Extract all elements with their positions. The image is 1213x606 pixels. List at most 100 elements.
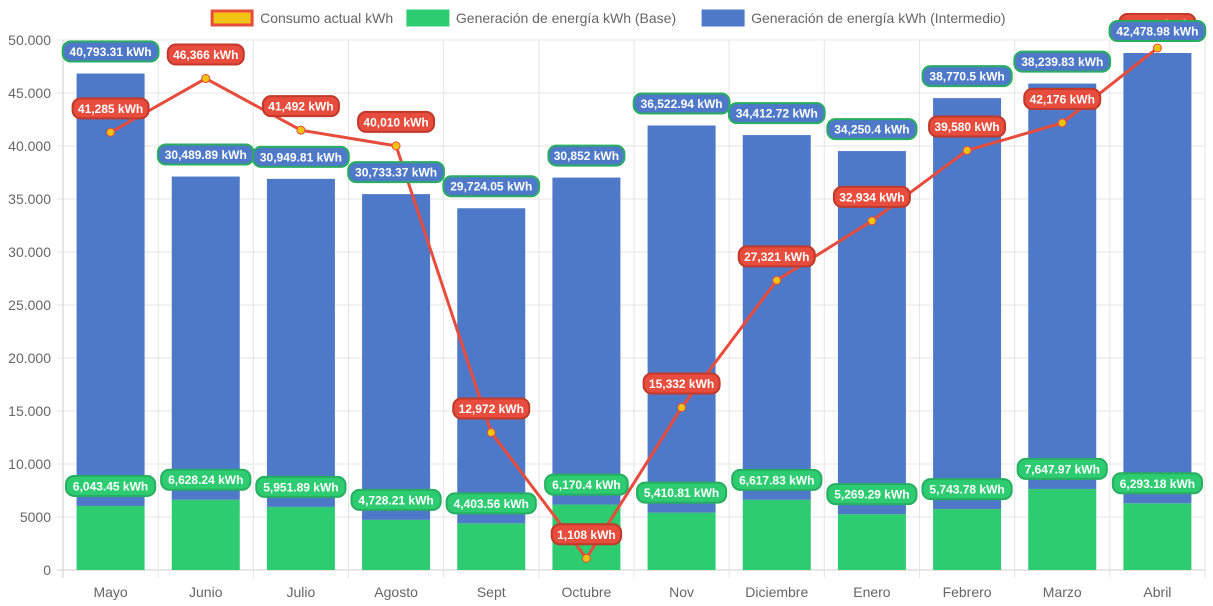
bar-intermedio[interactable] — [837, 151, 906, 515]
bar-base[interactable] — [76, 505, 145, 570]
label-base-text: 5,743.78 kWh — [929, 483, 1004, 497]
label-consumo-text: 39,580 kWh — [934, 120, 999, 134]
label-consumo-bg — [71, 97, 150, 120]
label-consumo-bg — [832, 185, 911, 208]
label-consumo-bg — [928, 115, 1007, 138]
data-labels: 6,043.45 kWh 6,628.24 kWh 5,951.89 kWh 4,72… — [61, 13, 1207, 546]
bar-intermedio[interactable] — [266, 178, 335, 507]
label-base: 5,410.81 kWh — [635, 481, 728, 504]
consumo-point[interactable] — [106, 127, 116, 137]
x-tick-label: Marzo — [1043, 584, 1082, 600]
label-base-bg — [731, 468, 823, 491]
label-intermedio-bg — [547, 144, 626, 167]
label-intermedio-text: 42,478.98 kWh — [1116, 25, 1198, 39]
grid: 0 5000 10.000 15.000 20.000 25.000 30.000 35.00… — [8, 32, 1206, 600]
bar-base[interactable] — [1123, 503, 1192, 570]
legend-label: Generación de energía kWh (Intermedio) — [751, 10, 1005, 26]
label-base-bg — [921, 478, 1013, 501]
consumo-point[interactable] — [1152, 43, 1162, 53]
label-consumo-bg — [261, 95, 340, 118]
x-tick-label: Julio — [287, 584, 316, 600]
label-base: 6,617.83 kWh — [731, 468, 823, 491]
label-consumo-bg — [357, 110, 436, 133]
consumo-point[interactable] — [772, 275, 782, 285]
label-intermedio-text: 30,949.81 kWh — [260, 150, 342, 164]
label-base: 5,743.78 kWh — [921, 478, 1013, 501]
consumo-point[interactable] — [296, 125, 306, 135]
label-intermedio-text: 40,793.31 kWh — [70, 45, 152, 59]
bar-intermedio[interactable] — [171, 176, 240, 500]
label-consumo-text: 1,108 kWh — [557, 528, 616, 542]
label-base-text: 6,293.18 kWh — [1120, 477, 1195, 491]
label-base-bg — [160, 468, 252, 491]
label-consumo-bg — [452, 397, 531, 420]
label-consumo: 15,332 kWh — [642, 372, 721, 395]
bar-intermedio[interactable] — [742, 135, 811, 500]
label-base: 6,043.45 kWh — [64, 474, 157, 497]
consumo-line — [109, 46, 1159, 561]
consumo-point[interactable] — [486, 427, 496, 437]
consumo-point[interactable] — [201, 74, 211, 84]
legend-item[interactable]: Generación de energía kWh (Base) — [406, 9, 676, 27]
label-base-text: 6,170.4 kWh — [552, 478, 621, 492]
label-consumo-text: 41,285 kWh — [78, 102, 143, 116]
y-tick-label: 50.000 — [8, 32, 51, 48]
label-intermedio-text: 38,239.83 kWh — [1021, 55, 1103, 69]
label-intermedio: 30,489.89 kWh — [156, 143, 255, 166]
consumo-point[interactable] — [867, 216, 877, 226]
y-tick-label: 10.000 — [8, 456, 51, 472]
bar-intermedio[interactable] — [1028, 83, 1097, 489]
bar-base[interactable] — [266, 506, 335, 570]
label-intermedio-bg — [252, 145, 350, 168]
legend-swatch — [210, 9, 254, 27]
bar-intermedio[interactable] — [76, 73, 145, 506]
label-intermedio-bg — [921, 65, 1013, 88]
consumo-point[interactable] — [962, 145, 972, 155]
consumo-point[interactable] — [391, 141, 401, 151]
consumo-point[interactable] — [1057, 118, 1067, 128]
bar-base[interactable] — [647, 512, 716, 570]
label-consumo-bg — [166, 43, 245, 66]
bar-intermedio[interactable] — [552, 177, 621, 505]
label-consumo-text: 15,332 kWh — [649, 377, 714, 391]
label-consumo: 27,321 kWh — [737, 245, 816, 268]
y-tick-label: 15.000 — [8, 403, 51, 419]
bar-base[interactable] — [457, 523, 526, 570]
label-intermedio: 36,522.94 kWh — [632, 92, 731, 115]
bar-base[interactable] — [742, 499, 811, 570]
bar-base[interactable] — [362, 519, 431, 570]
bar-base[interactable] — [1028, 488, 1097, 570]
label-base-text: 5,269.29 kWh — [834, 488, 909, 502]
label-base-text: 5,410.81 kWh — [644, 486, 719, 500]
label-base: 4,728.21 kWh — [350, 488, 442, 511]
label-base: 6,293.18 kWh — [1111, 472, 1204, 495]
label-intermedio: 38,770.5 kWh — [921, 65, 1013, 88]
label-base-bg — [64, 474, 157, 497]
label-intermedio: 30,733.37 kWh — [347, 161, 445, 184]
bar-intermedio[interactable] — [933, 98, 1002, 510]
label-base-bg — [1111, 472, 1204, 495]
x-tick-label: Junio — [189, 584, 223, 600]
bar-base[interactable] — [933, 509, 1002, 570]
legend-item[interactable]: Consumo actual kWh — [210, 9, 393, 27]
bar-intermedio[interactable] — [457, 208, 526, 524]
bar-intermedio[interactable] — [362, 194, 431, 520]
label-consumo-text: 41,492 kWh — [268, 100, 333, 114]
label-intermedio-bg — [347, 161, 445, 184]
label-consumo-text: 40,010 kWh — [363, 115, 428, 129]
consumo-point[interactable] — [581, 553, 591, 563]
bar-base[interactable] — [171, 499, 240, 570]
bar-intermedio[interactable] — [647, 125, 716, 513]
label-intermedio-text: 34,412.72 kWh — [736, 107, 818, 121]
legend-item[interactable]: Generación de energía kWh (Intermedio) — [701, 9, 1006, 27]
label-base-text: 4,403.56 kWh — [454, 497, 529, 511]
label-intermedio: 38,239.83 kWh — [1013, 50, 1112, 73]
consumo-point[interactable] — [677, 402, 687, 412]
x-tick-label: Enero — [853, 584, 891, 600]
bar-base[interactable] — [837, 514, 906, 570]
legend: Consumo actual kWh Generación de energía … — [210, 9, 1006, 27]
label-consumo: 40,010 kWh — [357, 110, 436, 133]
bar-intermedio[interactable] — [1123, 53, 1192, 504]
x-tick-label: Octubre — [562, 584, 612, 600]
